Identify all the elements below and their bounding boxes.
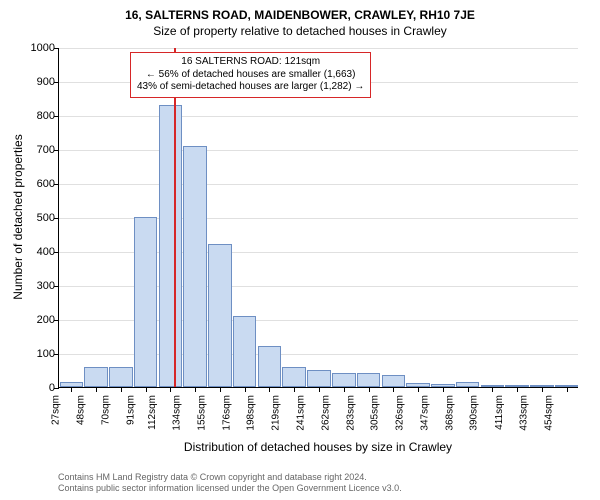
xtick-label: 27sqm (51, 395, 62, 425)
ytick-label: 1000 (31, 42, 55, 54)
property-size-chart: 16, SALTERNS ROAD, MAIDENBOWER, CRAWLEY,… (0, 0, 600, 500)
xtick-mark (294, 387, 295, 392)
xtick-label: 368sqm (444, 395, 455, 431)
xtick-mark (517, 387, 518, 392)
footer-line-2: Contains public sector information licen… (58, 483, 402, 494)
ytick-label: 800 (37, 110, 55, 122)
xtick-mark (418, 387, 419, 392)
xtick-label: 347sqm (420, 395, 431, 431)
xtick-mark (220, 387, 221, 392)
xtick-label: 134sqm (172, 395, 183, 431)
histogram-bar (134, 217, 158, 387)
footer-line-1: Contains HM Land Registry data © Crown c… (58, 472, 402, 483)
histogram-bar (382, 375, 406, 387)
histogram-bar (84, 367, 108, 387)
xtick-label: 433sqm (519, 395, 530, 431)
xtick-label: 454sqm (543, 395, 554, 431)
x-axis-label: Distribution of detached houses by size … (58, 440, 578, 454)
annotation-line-3: 43% of semi-detached houses are larger (… (137, 81, 364, 94)
xtick-mark (245, 387, 246, 392)
annotation-line-1: 16 SALTERNS ROAD: 121sqm (137, 56, 364, 69)
xtick-label: 411sqm (494, 395, 505, 430)
xtick-label: 91sqm (125, 395, 136, 425)
ytick-label: 100 (37, 348, 55, 360)
gridline (59, 150, 578, 151)
xtick-mark (468, 387, 469, 392)
xtick-mark (393, 387, 394, 392)
xtick-mark (170, 387, 171, 392)
xtick-label: 262sqm (320, 395, 331, 431)
xtick-mark (269, 387, 270, 392)
chart-title: 16, SALTERNS ROAD, MAIDENBOWER, CRAWLEY,… (0, 0, 600, 22)
ytick-label: 400 (37, 246, 55, 258)
xtick-label: 198sqm (246, 395, 257, 431)
histogram-bar (307, 370, 331, 387)
xtick-mark (146, 387, 147, 392)
gridline (59, 48, 578, 49)
gridline (59, 116, 578, 117)
ytick-label: 200 (37, 314, 55, 326)
chart-subtitle: Size of property relative to detached ho… (0, 22, 600, 38)
xtick-mark (195, 387, 196, 392)
histogram-bar (357, 373, 381, 387)
xtick-label: 219sqm (271, 395, 282, 431)
histogram-bar (183, 146, 207, 387)
xtick-mark (567, 387, 568, 392)
y-axis-label: Number of detached properties (11, 127, 25, 307)
xtick-mark (492, 387, 493, 392)
xtick-label: 48sqm (76, 395, 87, 425)
histogram-bar (208, 244, 232, 387)
annotation-line-2: ← 56% of detached houses are smaller (1,… (137, 69, 364, 82)
xtick-label: 283sqm (345, 395, 356, 431)
ytick-label: 900 (37, 76, 55, 88)
xtick-mark (542, 387, 543, 392)
xtick-mark (443, 387, 444, 392)
plot-area: 0100200300400500600700800900100027sqm48s… (58, 48, 578, 388)
xtick-label: 176sqm (221, 395, 232, 431)
xtick-label: 112sqm (148, 395, 159, 430)
xtick-mark (121, 387, 122, 392)
xtick-label: 241sqm (296, 395, 307, 431)
annotation-box: 16 SALTERNS ROAD: 121sqm ← 56% of detach… (130, 52, 371, 98)
ytick-label: 300 (37, 280, 55, 292)
xtick-label: 390sqm (469, 395, 480, 431)
ytick-label: 700 (37, 144, 55, 156)
xtick-mark (96, 387, 97, 392)
gridline (59, 184, 578, 185)
ytick-label: 500 (37, 212, 55, 224)
xtick-label: 305sqm (370, 395, 381, 431)
histogram-bar (233, 316, 257, 387)
reference-line (174, 48, 176, 387)
ytick-label: 0 (49, 382, 55, 394)
histogram-bar (282, 367, 306, 387)
xtick-mark (344, 387, 345, 392)
histogram-bar (258, 346, 282, 387)
ytick-label: 600 (37, 178, 55, 190)
histogram-bar (109, 367, 133, 387)
xtick-label: 326sqm (395, 395, 406, 431)
xtick-mark (71, 387, 72, 392)
xtick-label: 155sqm (197, 395, 208, 431)
histogram-bar (332, 373, 356, 387)
xtick-mark (369, 387, 370, 392)
footer-attribution: Contains HM Land Registry data © Crown c… (58, 472, 402, 494)
xtick-mark (319, 387, 320, 392)
histogram-bar (159, 105, 183, 387)
xtick-label: 70sqm (100, 395, 111, 425)
